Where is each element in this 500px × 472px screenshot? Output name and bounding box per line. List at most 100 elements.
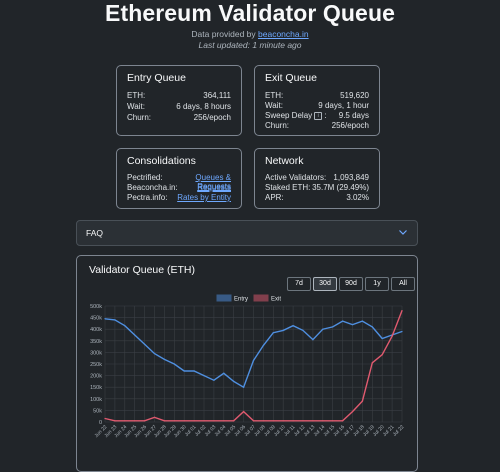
validator-queue-chart: Entry Exit 0 50k 100k 150k 200k 250k 300k 350k 40… (90, 294, 406, 439)
y-tick-label: 250k (90, 362, 102, 368)
exit-data-point (114, 420, 116, 422)
pectrified-row: Pectrified: Queues & Requests (127, 173, 231, 191)
faq-label: FAQ (86, 228, 104, 238)
entry-data-point (144, 343, 146, 345)
y-tick-label: 450k (90, 316, 102, 322)
entry-data-point (262, 344, 264, 347)
pectrified-label: Pectrified: (127, 173, 163, 182)
exit-wait-row: Wait: 9 days, 1 hour (265, 101, 369, 110)
info-icon[interactable]: i (314, 112, 323, 120)
data-provider: Data provided by beaconcha.in (0, 29, 500, 39)
exit-data-point (262, 420, 264, 422)
exit-data-point (302, 420, 304, 422)
entry-queue-title: Entry Queue (127, 72, 186, 84)
faq-accordion[interactable]: FAQ (76, 220, 418, 246)
beaconchain-link[interactable]: beaconcha.in (258, 29, 309, 39)
entry-data-point (203, 375, 205, 377)
exit-data-point (144, 420, 146, 422)
entry-data-point (342, 320, 344, 322)
exit-data-point (104, 417, 106, 420)
exit-data-point (332, 420, 334, 422)
entry-data-point (183, 370, 185, 372)
range-7d-button[interactable]: 7d (287, 277, 311, 291)
chart-grid (104, 305, 403, 423)
entry-churn-row: Churn: 256/epoch (127, 113, 231, 122)
entry-churn-label: Churn: (127, 113, 152, 122)
entry-data-point (124, 325, 126, 327)
range-selector: 7d 30d 90d 1y All (287, 277, 417, 291)
range-90d-button[interactable]: 90d (339, 277, 363, 291)
entry-wait-row: Wait: 6 days, 8 hours (127, 102, 231, 111)
entry-data-point (243, 386, 245, 388)
entry-churn-value: 256/epoch (193, 113, 231, 122)
entry-eth-value: 364,111 (203, 91, 231, 100)
entry-data-point (173, 363, 175, 365)
exit-eth-value: 519,620 (340, 91, 369, 100)
entry-eth-row: ETH: 364,111 (127, 91, 231, 100)
exit-data-point (213, 420, 215, 422)
network-title: Network (265, 155, 304, 167)
exit-data-point (361, 400, 363, 402)
apr-label: APR: (265, 193, 284, 202)
entry-data-point (114, 319, 116, 321)
apr-row: APR: 3.02% (265, 193, 369, 202)
entry-data-point (292, 325, 294, 327)
exit-queue-title: Exit Queue (265, 72, 317, 84)
y-tick-label: 50k (93, 408, 102, 414)
consolidations-card: Consolidations Pectrified: Queues & Reque… (116, 148, 242, 209)
chevron-down-icon (399, 230, 407, 235)
network-card: Network Active Validators: 1,093,849 Stak… (254, 148, 380, 209)
rates-by-entity-link[interactable]: Rates by Entity (177, 193, 231, 202)
staked-eth-row: Staked ETH: 35.7M (29.49%) (265, 183, 369, 192)
entry-wait-label: Wait: (127, 102, 145, 111)
requests-link[interactable]: Requests (197, 183, 231, 192)
entry-data-point (351, 323, 354, 326)
exit-data-point (282, 420, 284, 422)
entry-data-point (104, 318, 106, 320)
entry-data-point (163, 358, 165, 360)
y-axis: 0 50k 100k 150k 200k 250k 300k 350k 400k 450k 500k (90, 304, 102, 426)
entry-data-point (252, 359, 255, 362)
exit-data-point (134, 420, 136, 422)
beaconchain-label: Beaconcha.in: (127, 183, 178, 192)
apr-value: 3.02% (346, 193, 369, 202)
exit-wait-label: Wait: (265, 101, 283, 110)
active-validators-value: 1,093,849 (333, 173, 369, 182)
exit-data-point (203, 420, 205, 422)
y-tick-label: 400k (90, 327, 102, 333)
chart-legend: Entry Exit (216, 294, 281, 303)
exit-data-point (252, 420, 255, 422)
entry-data-point (223, 372, 225, 374)
exit-wait-value: 9 days, 1 hour (318, 101, 369, 110)
pectra-info-row: Pectra.info: Rates by Entity (127, 193, 231, 202)
exit-churn-label: Churn: (265, 121, 290, 130)
active-validators-label: Active Validators: (265, 173, 327, 182)
range-all-button[interactable]: All (391, 277, 415, 291)
exit-data-point (183, 420, 185, 422)
entry-data-point (401, 330, 403, 333)
exit-queue-card: Exit Queue ETH: 519,620 Wait: 9 days, 1 ho… (254, 65, 380, 136)
exit-data-point (292, 420, 294, 422)
entry-eth-label: ETH: (127, 91, 146, 100)
entry-data-point (153, 352, 156, 355)
exit-data-point (124, 420, 126, 422)
chart-series (104, 310, 403, 422)
exit-data-point (322, 420, 324, 422)
exit-legend-swatch (253, 294, 269, 302)
pectra-info-label: Pectra.info: (127, 193, 168, 202)
exit-data-point (163, 420, 165, 422)
x-tick-label: Jul 22 (392, 424, 406, 438)
pectrified-link[interactable]: Queues & Requests (195, 173, 231, 191)
exit-data-point (371, 362, 373, 364)
range-30d-button[interactable]: 30d (313, 277, 337, 291)
exit-sweep-value: 9.5 days (338, 111, 369, 120)
range-1y-button[interactable]: 1y (365, 277, 389, 291)
staked-eth-value: 35.7M (29.49%) (312, 183, 369, 192)
y-tick-label: 350k (90, 339, 102, 345)
exit-data-point (173, 420, 175, 422)
validator-queue-chart-card: Validator Queue (ETH) 7d 30d 90d 1y All … (76, 255, 418, 472)
exit-data-point (381, 354, 383, 356)
entry-data-point (332, 326, 334, 328)
exit-data-point (351, 410, 354, 413)
